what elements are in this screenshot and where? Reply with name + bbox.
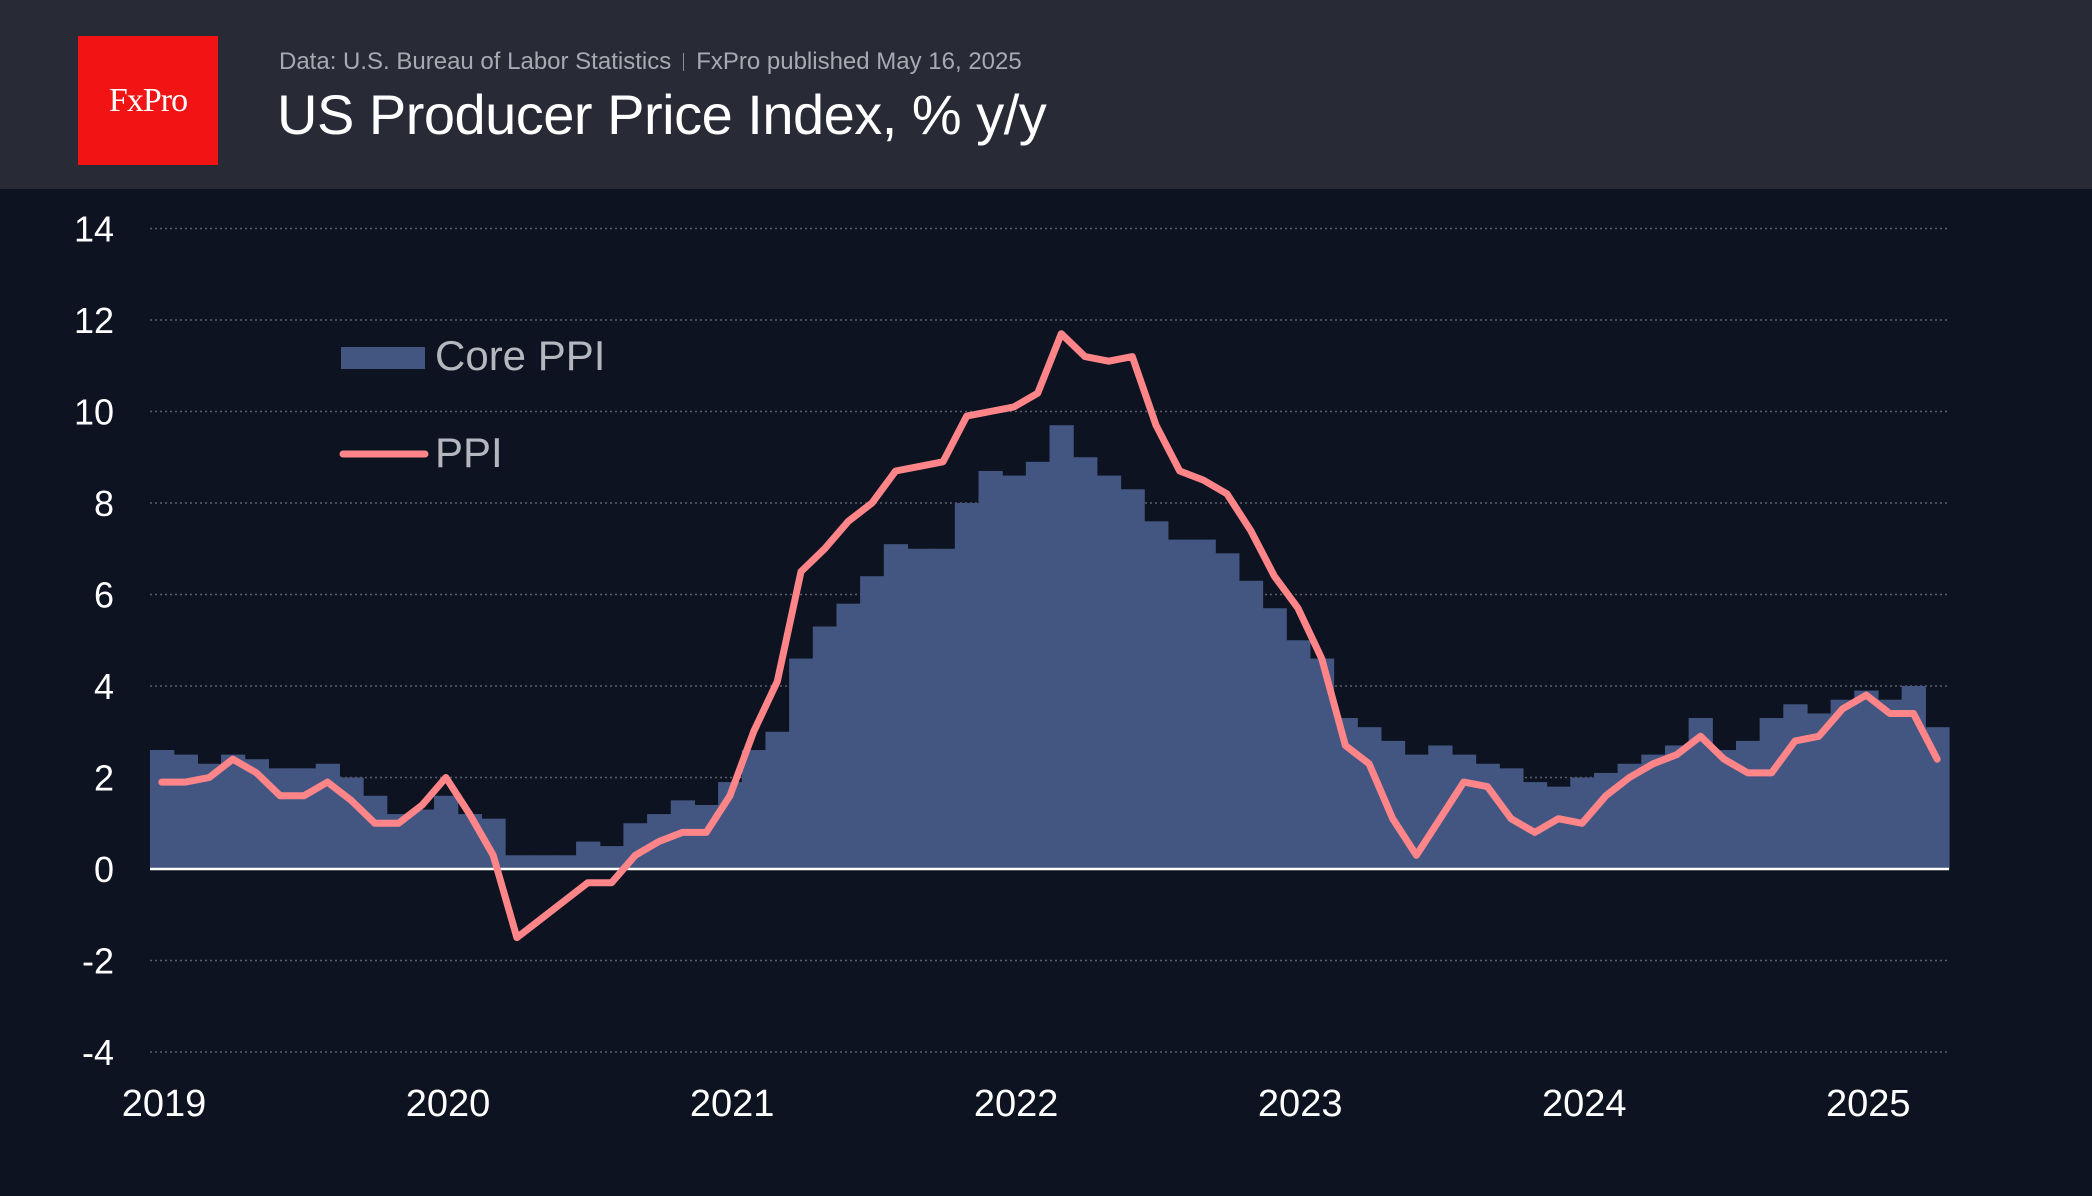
y-tick-label: 10 — [74, 392, 114, 433]
y-tick-label: 8 — [94, 483, 114, 524]
x-axis-ticks: 2019 2020 2021 2022 2023 2024 2025 — [122, 1083, 1911, 1125]
core-ppi-bar — [1073, 457, 1098, 869]
ppi-series — [158, 330, 1941, 942]
x-tick-label: 2022 — [974, 1083, 1059, 1125]
core-ppi-bar — [836, 603, 861, 869]
core-ppi-bar — [1854, 690, 1879, 869]
core-ppi-bar — [1357, 727, 1382, 869]
core-ppi-bar — [789, 658, 814, 869]
core-ppi-bar — [1096, 475, 1122, 869]
y-tick-label: 0 — [94, 849, 114, 890]
core-ppi-bar — [1546, 786, 1571, 869]
core-ppi-bar — [1451, 754, 1477, 869]
x-tick-label: 2024 — [1542, 1083, 1627, 1125]
core-ppi-bar — [505, 855, 530, 869]
core-ppi-bar — [1262, 608, 1287, 869]
y-tick-label: 6 — [94, 575, 114, 616]
core-ppi-bar — [1144, 521, 1169, 869]
core-ppi-bar — [1783, 704, 1808, 869]
core-ppi-bar — [457, 814, 482, 869]
core-ppi-bar — [1712, 750, 1737, 869]
core-ppi-bar — [173, 754, 198, 869]
legend: Core PPI PPI — [339, 332, 605, 476]
x-tick-label: 2023 — [1258, 1083, 1343, 1125]
logo-text: FxPro — [108, 81, 188, 119]
core-ppi-bar — [1641, 754, 1666, 869]
core-ppi-bar — [1049, 425, 1074, 869]
chart-source-line: Data: U.S. Bureau of Labor Statistics FxP… — [279, 48, 1022, 76]
x-tick-label: 2020 — [406, 1083, 491, 1125]
core-ppi-bar — [552, 855, 577, 869]
core-ppi-bar — [528, 855, 554, 869]
core-ppi-bar — [1664, 745, 1690, 869]
core-ppi-bar — [1286, 640, 1311, 869]
core-ppi-bar — [1002, 475, 1027, 869]
core-ppi-bar — [410, 809, 435, 869]
core-ppi-bar — [812, 626, 838, 869]
y-tick-label: 12 — [74, 300, 114, 341]
x-tick-label: 2019 — [122, 1083, 207, 1125]
core-ppi-bar — [1167, 539, 1193, 869]
core-ppi-bar — [931, 548, 956, 869]
core-ppi-bar — [1191, 539, 1216, 869]
core-ppi-bar — [978, 470, 1003, 869]
y-tick-label: 4 — [94, 666, 114, 707]
data-source: Data: U.S. Bureau of Labor Statistics — [279, 48, 672, 75]
published-date: FxPro published May 16, 2025 — [696, 48, 1022, 75]
core-ppi-bar — [599, 846, 625, 869]
core-ppi-bar — [1830, 699, 1855, 869]
legend-label-ppi: PPI — [435, 429, 503, 476]
legend-label-core-ppi: Core PPI — [435, 332, 605, 379]
core-ppi-bar — [221, 754, 246, 869]
separator — [683, 53, 685, 71]
core-ppi-bar — [1120, 489, 1145, 869]
core-ppi-series — [150, 425, 1950, 869]
core-ppi-bar — [1475, 763, 1500, 869]
core-ppi-bar — [741, 750, 767, 869]
core-ppi-bar — [860, 576, 885, 869]
core-ppi-bar — [954, 503, 980, 869]
y-tick-label: 2 — [94, 758, 114, 799]
core-ppi-bar — [434, 795, 459, 869]
core-ppi-bar — [765, 731, 790, 869]
y-axis-ticks: 14 12 10 8 6 4 2 0 -2 -4 — [74, 209, 114, 1074]
y-tick-label: -4 — [82, 1032, 114, 1073]
chart-title: US Producer Price Index, % y/y — [277, 83, 1047, 146]
core-ppi-bar — [363, 795, 388, 869]
core-ppi-bar — [292, 768, 317, 869]
core-ppi-bar — [883, 544, 909, 869]
core-ppi-bar — [907, 548, 932, 869]
core-ppi-bar — [1238, 580, 1264, 869]
core-ppi-bar — [1215, 553, 1240, 869]
ppi-line — [158, 330, 1941, 942]
y-tick-label: -2 — [82, 941, 114, 982]
y-tick-label: 14 — [74, 209, 114, 250]
core-ppi-bar — [1759, 718, 1784, 869]
legend-swatch-core-ppi — [341, 347, 425, 369]
x-tick-label: 2021 — [690, 1083, 775, 1125]
header-bar: FxPro Data: U.S. Bureau of Labor Statist… — [0, 0, 2092, 189]
core-ppi-bar — [1025, 461, 1051, 869]
x-tick-label: 2025 — [1826, 1083, 1911, 1125]
core-ppi-bar — [150, 750, 175, 869]
fxpro-logo: FxPro — [78, 36, 218, 165]
core-ppi-bar — [1877, 699, 1903, 869]
core-ppi-bar — [576, 841, 601, 869]
core-ppi-bar — [1735, 740, 1761, 869]
